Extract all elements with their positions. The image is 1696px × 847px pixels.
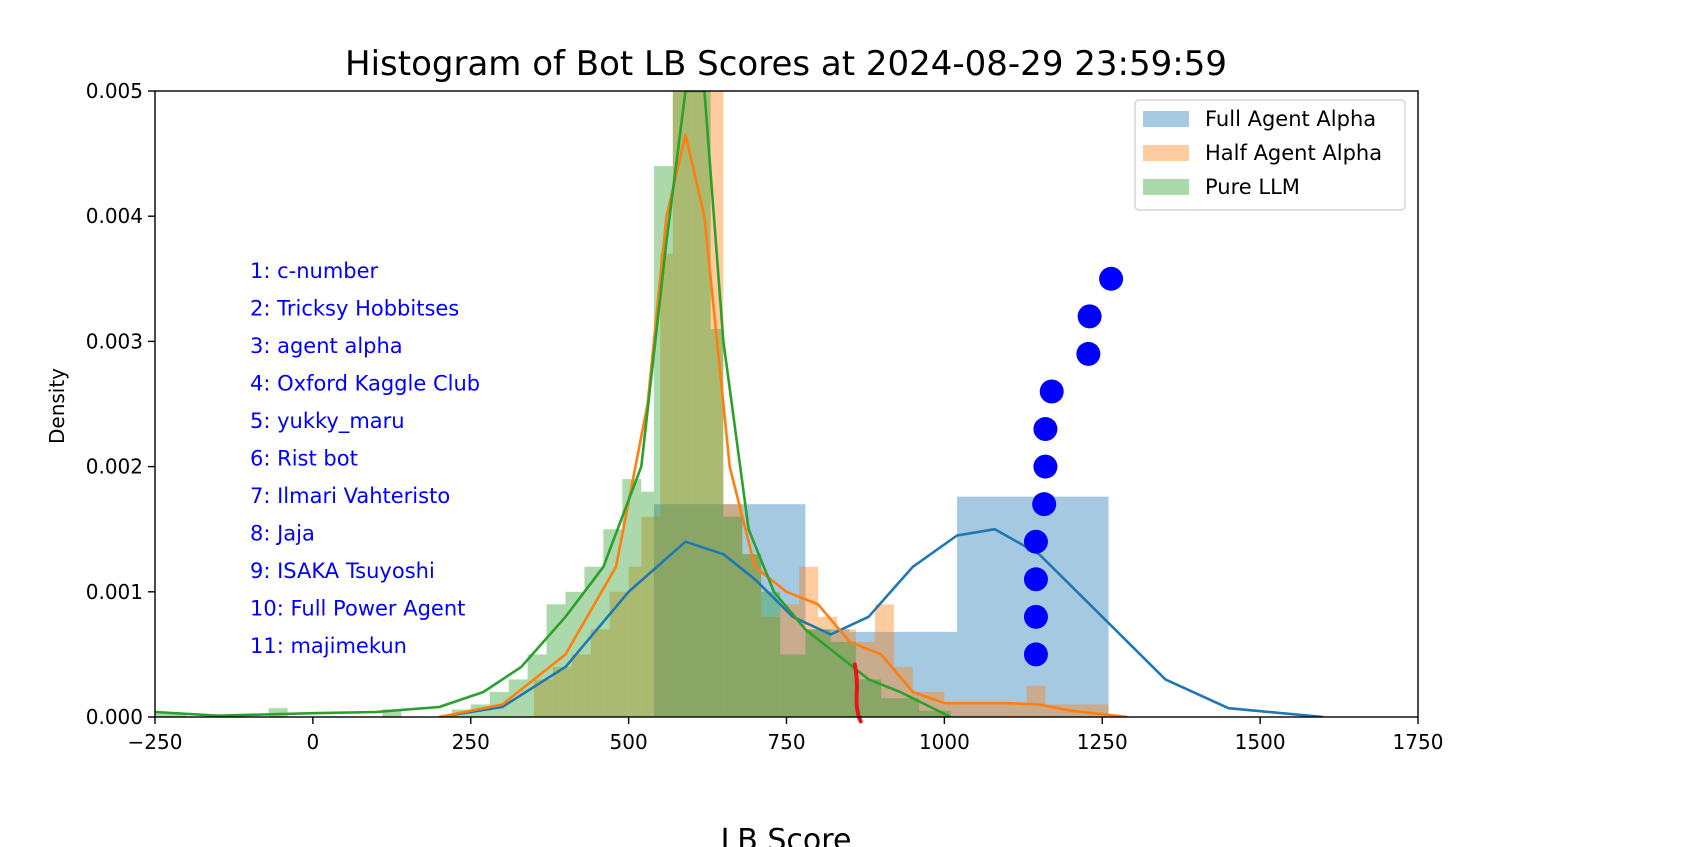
x-tick-label-5: 1000 bbox=[919, 730, 970, 754]
rank-annotation-4: 4: Oxford Kaggle Club bbox=[250, 372, 480, 396]
rank-annotation-1: 1: c-number bbox=[250, 259, 379, 283]
hist-bar-1-2 bbox=[571, 654, 591, 717]
legend-box bbox=[1134, 99, 1406, 211]
hist-bar-0-0 bbox=[653, 504, 724, 717]
hist-bar-1-20 bbox=[912, 691, 945, 717]
rank-marker-4 bbox=[1039, 379, 1064, 404]
x-tick-label-3: 500 bbox=[610, 730, 648, 754]
hist-bar-1-22 bbox=[1026, 685, 1046, 717]
rank-marker-9 bbox=[1023, 567, 1048, 592]
hist-bar-2-11 bbox=[603, 529, 623, 717]
legend-swatch-0 bbox=[1143, 111, 1189, 127]
rank-annotation-11: 11: majimekun bbox=[250, 634, 407, 658]
legend: Full Agent Alpha Half Agent Alpha Pure LLM bbox=[1134, 99, 1406, 211]
hist-bar-1-5 bbox=[628, 566, 642, 717]
hist-bar-1-9 bbox=[698, 91, 724, 717]
plot-area bbox=[155, 91, 1324, 717]
hist-bar-2-19 bbox=[742, 554, 762, 717]
hist-bar-2-13 bbox=[641, 491, 654, 717]
y-tick-label-5: 0.005 bbox=[86, 79, 143, 103]
rank-marker-3 bbox=[1076, 341, 1101, 366]
rank-annotation-7: 7: Ilmari Vahteristo bbox=[250, 484, 450, 508]
hist-bar-1-16 bbox=[837, 629, 856, 717]
hist-bar-0-3 bbox=[849, 631, 958, 717]
rank-marker-1 bbox=[1099, 266, 1124, 291]
hist-bar-2-1 bbox=[268, 708, 288, 717]
x-tick-label-6: 1250 bbox=[1077, 730, 1128, 754]
hist-bar-0-2 bbox=[805, 629, 850, 717]
hist-bar-2-26 bbox=[919, 710, 951, 717]
rank-marker-10 bbox=[1023, 604, 1048, 629]
rank-marker-2 bbox=[1077, 304, 1102, 329]
hist-bar-1-14 bbox=[799, 566, 819, 717]
x-tick-label-2: 250 bbox=[452, 730, 490, 754]
hist-bar-2-17 bbox=[710, 328, 724, 717]
rank-marker-11 bbox=[1023, 642, 1048, 667]
chart-title: Histogram of Bot LB Scores at 2024-08-29… bbox=[345, 44, 1227, 84]
legend-swatch-2 bbox=[1143, 179, 1189, 195]
rank-annotation-9: 9: ISAKA Tsuyoshi bbox=[250, 559, 435, 583]
hist-bar-1-19 bbox=[893, 666, 913, 717]
x-tick-label-8: 1750 bbox=[1393, 730, 1444, 754]
hist-bar-2-2 bbox=[382, 709, 402, 717]
y-tick-label-4: 0.004 bbox=[86, 204, 143, 228]
hist-bar-1-12 bbox=[761, 616, 781, 717]
hist-bar-0-1 bbox=[723, 504, 806, 717]
y-tick-label-1: 0.001 bbox=[86, 580, 143, 604]
hist-bar-1-1 bbox=[552, 666, 572, 717]
rank-marker-6 bbox=[1033, 454, 1058, 479]
hist-bar-2-20 bbox=[761, 591, 781, 717]
rank-annotation-5: 5: yukky_maru bbox=[250, 409, 405, 434]
kde-line-0 bbox=[438, 527, 1324, 717]
hist-bar-1-21 bbox=[944, 704, 1027, 717]
rank-annotation-10: 10: Full Power Agent bbox=[250, 597, 465, 621]
hist-bar-2-18 bbox=[723, 516, 743, 717]
hist-bar-1-11 bbox=[742, 554, 762, 717]
hist-bar-2-15 bbox=[672, 91, 692, 717]
kde-line-2 bbox=[155, 91, 952, 717]
x-tick-label-1: 0 bbox=[307, 730, 320, 754]
hist-bar-1-3 bbox=[590, 629, 610, 717]
hist-bar-2-16 bbox=[691, 91, 711, 717]
hist-bar-2-0 bbox=[155, 713, 187, 717]
hist-bar-2-25 bbox=[881, 698, 920, 717]
rank-annotation-3: 3: agent alpha bbox=[250, 334, 403, 358]
legend-label-2: Pure LLM bbox=[1205, 175, 1300, 199]
hist-bar-2-24 bbox=[855, 679, 882, 717]
x-tick-label-0: −250 bbox=[128, 730, 183, 754]
rank-annotation-8: 8: Jaja bbox=[250, 522, 315, 546]
hist-bar-1-13 bbox=[780, 604, 800, 717]
y-tick-label-2: 0.002 bbox=[86, 455, 143, 479]
y-tick-label-3: 0.003 bbox=[86, 329, 143, 353]
hist-bar-1-0 bbox=[533, 679, 553, 717]
hist-bar-1-17 bbox=[855, 641, 875, 717]
x-tick-label-4: 750 bbox=[767, 730, 805, 754]
hist-bar-1-8 bbox=[672, 91, 699, 717]
hist-bar-2-10 bbox=[584, 566, 604, 717]
y-tick-label-0: 0.000 bbox=[86, 705, 143, 729]
legend-label-1: Half Agent Alpha bbox=[1205, 141, 1382, 165]
hist-bar-1-4 bbox=[609, 591, 629, 717]
red-pen-mark bbox=[852, 662, 863, 724]
x-tick-label-7: 1500 bbox=[1235, 730, 1286, 754]
hist-bar-2-12 bbox=[622, 479, 642, 717]
kde-line-1 bbox=[438, 133, 1128, 717]
rank-marker-5 bbox=[1033, 417, 1058, 442]
rank-annotation-6: 6: Rist bot bbox=[250, 447, 358, 471]
hist-bar-2-22 bbox=[805, 629, 831, 717]
x-axis-label: LB Score bbox=[721, 823, 852, 847]
rank-marker-7 bbox=[1032, 492, 1057, 517]
legend-label-0: Full Agent Alpha bbox=[1205, 107, 1376, 131]
hist-bar-2-21 bbox=[780, 654, 806, 717]
hist-bar-1-7 bbox=[660, 253, 673, 717]
rank-marker-8 bbox=[1023, 529, 1048, 554]
rank-annotation-2: 2: Tricksy Hobbitses bbox=[250, 297, 459, 321]
legend-swatch-1 bbox=[1143, 145, 1189, 161]
y-axis-label: Density bbox=[45, 368, 69, 444]
